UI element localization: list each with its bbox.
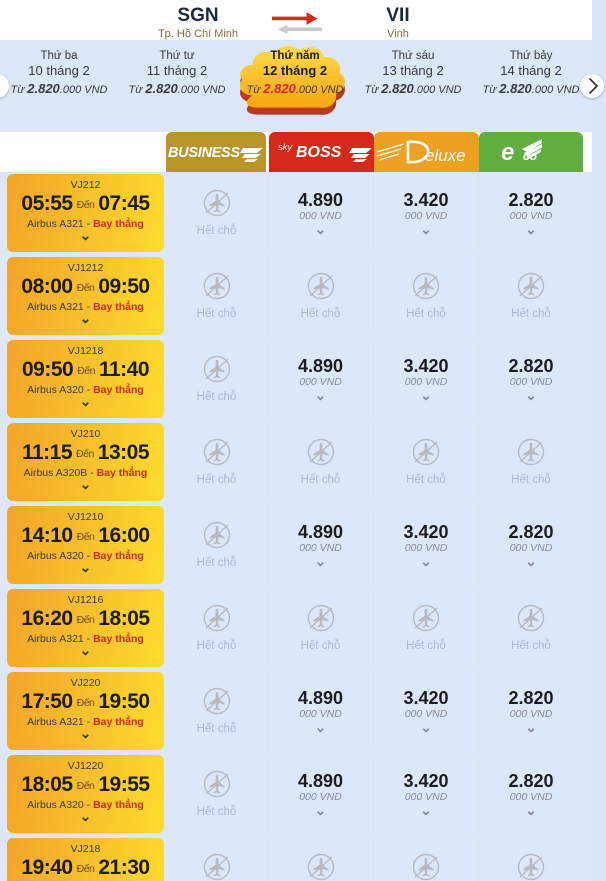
svg-text:BOSS: BOSS [296,144,342,161]
svg-text:sky: sky [278,142,294,153]
svg-text:co: co [523,149,537,163]
svg-text:BUSINESS: BUSINESS [168,145,240,161]
svg-text:e: e [501,139,514,166]
svg-text:eluxe: eluxe [425,146,466,165]
